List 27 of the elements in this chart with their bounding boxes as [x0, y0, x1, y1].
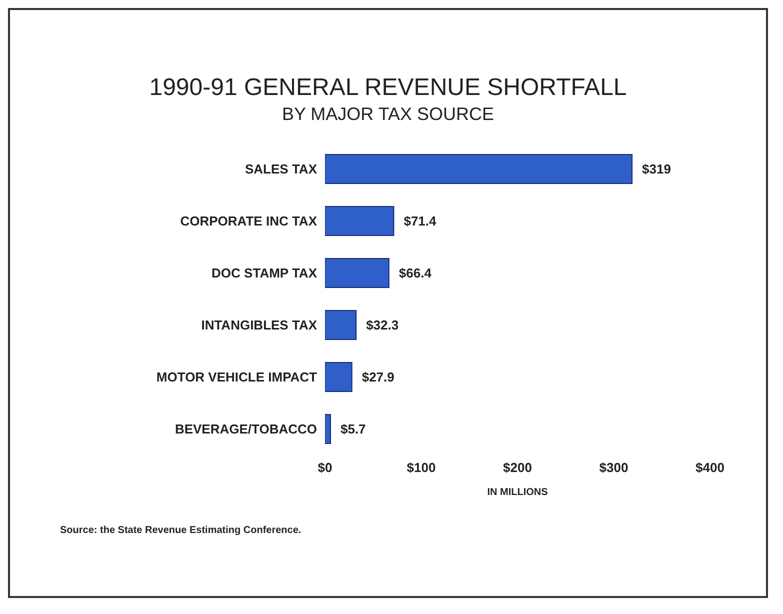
bar: [325, 414, 331, 444]
source-note: Source: the State Revenue Estimating Conference.: [60, 525, 302, 536]
bar: [325, 362, 352, 392]
bar: [325, 154, 633, 184]
x-tick-label: $100: [406, 460, 436, 476]
bar: [325, 206, 394, 236]
x-tick-label: $200: [503, 460, 532, 476]
data-label: $319: [642, 162, 671, 177]
bar: [325, 258, 390, 288]
y-tick-label: CORPORATE INC TAX: [180, 214, 318, 229]
data-label: $66.4: [398, 266, 432, 281]
data-label: $71.4: [404, 214, 438, 229]
data-label: $5.7: [340, 422, 366, 437]
chart-title: 1990-91 GENERAL REVENUE SHORTFALL: [148, 74, 628, 102]
y-tick-label: INTANGIBLES TAX: [201, 318, 318, 333]
y-tick-label: DOC STAMP TAX: [212, 266, 318, 281]
data-label: $32.3: [366, 318, 399, 333]
y-tick-label: BEVERAGE/TOBACCO: [174, 422, 317, 437]
x-tick-label: $0: [318, 460, 332, 476]
chart-subtitle: BY MAJOR TAX SOURCE: [280, 104, 496, 125]
x-tick-label: $300: [599, 460, 628, 476]
y-tick-label: MOTOR VEHICLE IMPACT: [156, 370, 318, 385]
bar: [325, 310, 357, 340]
y-tick-label: SALES TAX: [245, 162, 318, 177]
data-label: $27.9: [362, 370, 394, 385]
x-tick-label: $400: [696, 460, 724, 476]
x-axis-title: IN MILLIONS: [487, 487, 548, 498]
